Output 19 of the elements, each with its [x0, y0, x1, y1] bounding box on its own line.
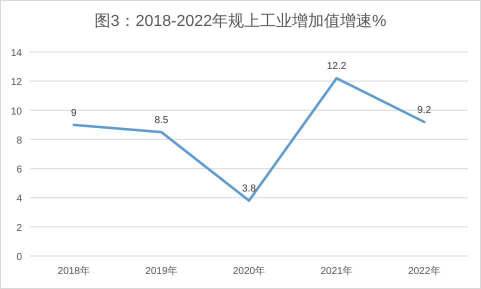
x-tick-label: 2022年: [408, 265, 440, 277]
x-tick-label: 2019年: [145, 265, 178, 277]
y-tick-label: 8: [16, 135, 22, 146]
data-label: 3.8: [242, 184, 256, 195]
y-tick-label: 14: [10, 48, 22, 59]
data-label: 12.2: [326, 61, 347, 72]
chart-title: 图3：2018-2022年规上工业增加值增速%: [94, 12, 386, 30]
y-tick-label: 12: [10, 77, 22, 88]
y-tick-label: 6: [16, 164, 22, 176]
y-tick-label: 4: [16, 194, 22, 205]
data-label: 9.2: [417, 104, 432, 116]
data-label: 9: [71, 108, 78, 119]
x-tick-label: 2020年: [232, 265, 266, 277]
x-tick-label: 2018年: [58, 265, 90, 277]
y-tick-label: 0: [16, 252, 22, 263]
x-tick-label: 2021年: [320, 265, 353, 277]
y-tick-label: 2: [16, 222, 22, 234]
y-tick-label: 10: [10, 106, 22, 118]
data-label: 8.5: [154, 115, 169, 126]
